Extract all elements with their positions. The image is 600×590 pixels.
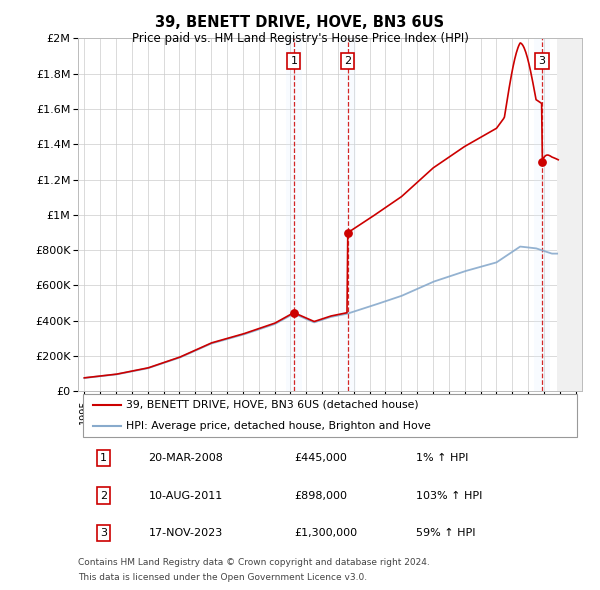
Point xyxy=(343,228,352,238)
Text: This data is licensed under the Open Government Licence v3.0.: This data is licensed under the Open Gov… xyxy=(78,573,367,582)
Point xyxy=(537,157,547,166)
Text: £898,000: £898,000 xyxy=(295,490,348,500)
Text: 17-NOV-2023: 17-NOV-2023 xyxy=(149,528,223,538)
Text: 1: 1 xyxy=(100,453,107,463)
Text: 59% ↑ HPI: 59% ↑ HPI xyxy=(416,528,475,538)
Text: Price paid vs. HM Land Registry's House Price Index (HPI): Price paid vs. HM Land Registry's House … xyxy=(131,32,469,45)
Text: 2: 2 xyxy=(100,490,107,500)
Bar xyxy=(286,38,302,391)
Bar xyxy=(534,38,550,391)
Text: 3: 3 xyxy=(539,56,545,66)
Text: £1,300,000: £1,300,000 xyxy=(295,528,358,538)
Text: 1: 1 xyxy=(290,56,298,66)
FancyBboxPatch shape xyxy=(83,394,577,437)
Text: 39, BENETT DRIVE, HOVE, BN3 6US (detached house): 39, BENETT DRIVE, HOVE, BN3 6US (detache… xyxy=(126,399,419,409)
Text: 103% ↑ HPI: 103% ↑ HPI xyxy=(416,490,482,500)
Text: £445,000: £445,000 xyxy=(295,453,347,463)
Text: 39, BENETT DRIVE, HOVE, BN3 6US: 39, BENETT DRIVE, HOVE, BN3 6US xyxy=(155,15,445,30)
Point xyxy=(289,308,299,317)
Text: HPI: Average price, detached house, Brighton and Hove: HPI: Average price, detached house, Brig… xyxy=(126,421,431,431)
Text: 1% ↑ HPI: 1% ↑ HPI xyxy=(416,453,468,463)
Bar xyxy=(557,38,598,391)
Bar xyxy=(340,38,356,391)
Text: Contains HM Land Registry data © Crown copyright and database right 2024.: Contains HM Land Registry data © Crown c… xyxy=(78,558,430,566)
Text: 2: 2 xyxy=(344,56,351,66)
Text: 20-MAR-2008: 20-MAR-2008 xyxy=(149,453,223,463)
Text: 10-AUG-2011: 10-AUG-2011 xyxy=(149,490,223,500)
Text: 3: 3 xyxy=(100,528,107,538)
